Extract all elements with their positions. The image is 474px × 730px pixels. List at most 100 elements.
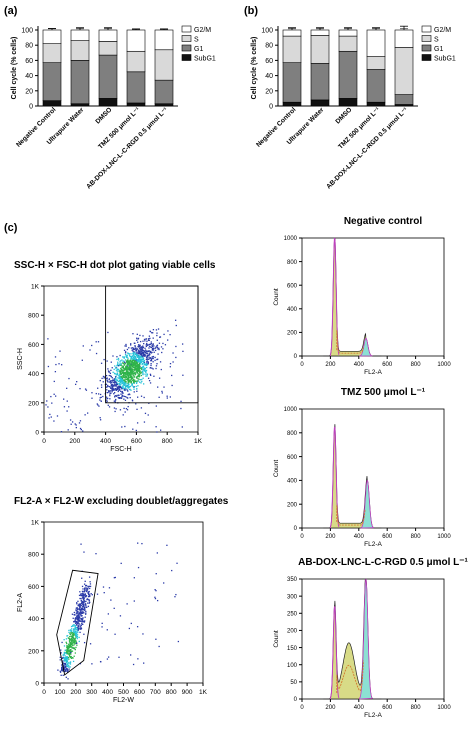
dot — [162, 348, 164, 350]
dot — [137, 364, 139, 366]
dot — [130, 364, 132, 366]
dot — [70, 651, 72, 654]
dot — [83, 620, 85, 623]
y-tick-label: 200 — [28, 400, 39, 407]
plot-frame — [301, 578, 445, 700]
dot — [74, 423, 76, 425]
y-tick-label: 600 — [287, 283, 298, 289]
dot — [109, 391, 111, 393]
dot — [133, 342, 136, 344]
dot — [133, 353, 135, 355]
dot — [147, 362, 149, 364]
dot — [146, 354, 148, 356]
dot — [117, 364, 120, 367]
dot — [72, 625, 74, 627]
dot — [83, 590, 86, 593]
dot — [136, 348, 139, 350]
dot — [131, 376, 133, 379]
dot — [118, 397, 120, 399]
dot — [127, 390, 129, 392]
dot — [74, 628, 76, 631]
dot — [66, 645, 68, 647]
dot — [140, 382, 142, 384]
dot — [64, 658, 66, 660]
dot — [135, 366, 137, 368]
dot — [66, 660, 69, 662]
dot — [126, 371, 128, 374]
dot — [124, 353, 127, 356]
dot — [175, 593, 177, 596]
dot — [122, 386, 124, 388]
dot — [77, 624, 79, 626]
dot — [137, 354, 139, 357]
dot — [74, 641, 76, 643]
dot — [74, 627, 77, 629]
dot — [130, 376, 133, 378]
dot — [63, 398, 65, 400]
dot — [119, 373, 121, 376]
dot — [136, 367, 138, 370]
dot — [140, 352, 142, 354]
dot — [132, 385, 134, 388]
dot — [72, 617, 74, 619]
legend-label: G1 — [194, 46, 203, 53]
dot — [120, 377, 123, 380]
dot — [140, 348, 142, 351]
dot — [71, 628, 73, 630]
dot — [83, 600, 85, 602]
dot — [73, 638, 76, 640]
dot — [78, 636, 80, 639]
dot — [69, 419, 72, 421]
dot — [99, 660, 102, 663]
dot — [130, 363, 132, 365]
category-label: DMSO — [94, 106, 113, 125]
dot — [63, 662, 66, 665]
dot — [148, 335, 151, 337]
dot — [112, 379, 114, 381]
dot — [78, 594, 81, 597]
dot — [136, 408, 138, 411]
dot — [99, 399, 101, 401]
dot — [60, 431, 63, 433]
dot — [95, 392, 97, 395]
dot — [126, 374, 128, 376]
dot — [120, 383, 122, 385]
dot — [69, 656, 72, 659]
dot — [126, 376, 128, 379]
dot — [130, 381, 133, 384]
dot — [135, 385, 137, 388]
dot — [66, 657, 68, 660]
y-tick-label: 60 — [25, 58, 33, 65]
dot — [74, 617, 77, 619]
dot — [47, 338, 49, 340]
dot — [124, 389, 126, 392]
dot — [140, 347, 142, 349]
dot — [84, 593, 87, 595]
dot — [62, 668, 64, 671]
dot — [65, 641, 67, 643]
dot — [140, 356, 142, 358]
dot — [134, 360, 136, 362]
dot — [127, 397, 129, 399]
dot — [137, 542, 139, 544]
dot — [139, 353, 141, 356]
dot — [126, 369, 128, 372]
dot — [70, 625, 73, 628]
dot — [66, 651, 68, 653]
dot — [79, 610, 82, 612]
dot — [76, 622, 78, 624]
dot — [120, 364, 122, 366]
bar-segment — [70, 29, 90, 41]
dot — [113, 407, 116, 409]
dot — [150, 363, 152, 365]
dot — [114, 576, 116, 579]
dot — [150, 359, 153, 362]
dot — [108, 406, 111, 408]
dot — [174, 596, 176, 598]
dot — [128, 371, 130, 374]
dot — [144, 373, 146, 375]
dot — [81, 619, 84, 621]
dot — [167, 339, 169, 341]
dot — [70, 638, 72, 641]
y-axis-label: Cell cycle (% cells) — [11, 37, 18, 100]
